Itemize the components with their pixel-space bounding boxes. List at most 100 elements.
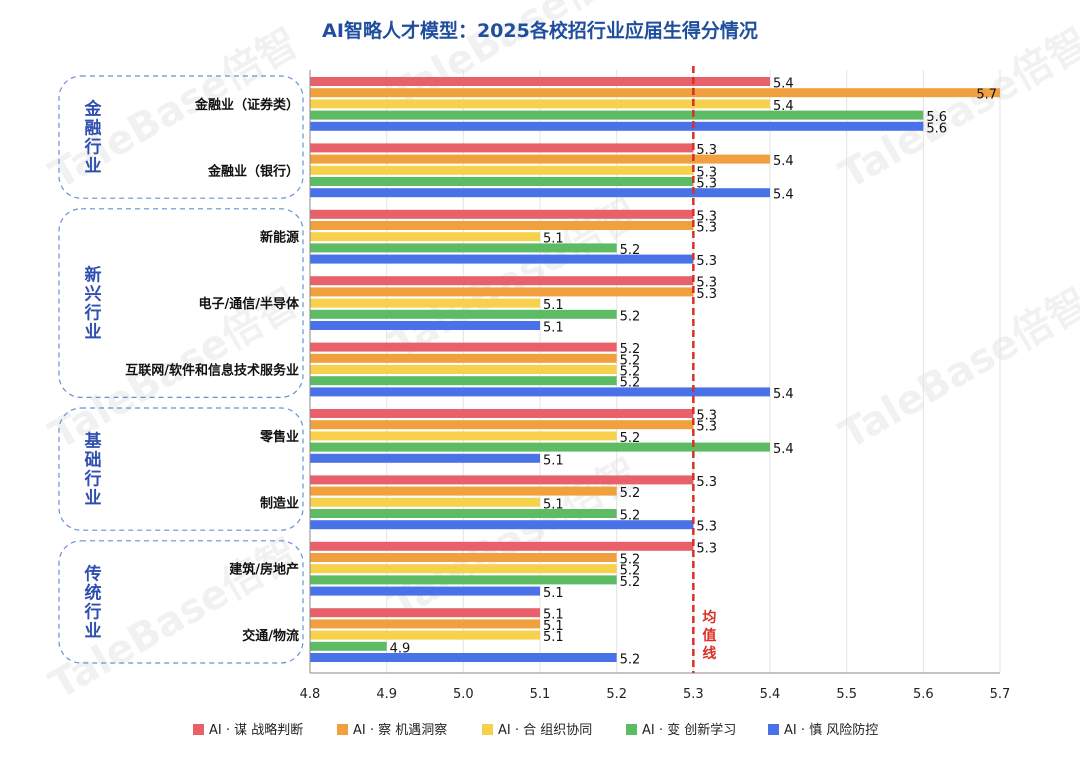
legend-swatch xyxy=(337,724,348,735)
legend-swatch xyxy=(768,724,779,735)
bar xyxy=(310,243,617,253)
x-tick-label: 5.2 xyxy=(606,687,627,702)
legend-label: AI · 合 组织协同 xyxy=(498,723,592,738)
watermark-text: TaleBase倍智 xyxy=(832,20,1080,199)
legend-label: AI · 谋 战略判断 xyxy=(209,722,303,738)
bar xyxy=(310,88,1000,98)
bar xyxy=(310,342,617,352)
category-labels: 金融业（证券类） 金融业（银行） 新能源电子/通信/半导体互联网/软件和信息技术服务… xyxy=(125,97,300,644)
data-label: 5.1 xyxy=(543,619,564,634)
industry-group-label: 金融行业 xyxy=(84,99,103,177)
data-label: 5.2 xyxy=(620,509,641,524)
x-tick-label: 5.5 xyxy=(836,687,857,702)
data-label: 5.2 xyxy=(620,376,641,391)
data-label: 5.4 xyxy=(773,387,794,402)
legend-item[interactable]: AI · 慎 风险防控 xyxy=(768,722,878,738)
data-label: 4.9 xyxy=(390,641,411,656)
data-label: 5.1 xyxy=(543,321,564,336)
category-label: 金融业（证券类） xyxy=(194,97,299,113)
bar xyxy=(310,486,617,496)
bar xyxy=(310,121,924,131)
bar xyxy=(310,287,694,297)
data-label: 5.7 xyxy=(976,88,997,103)
industry-group-box xyxy=(58,407,304,531)
mean-line-label: 均值线 xyxy=(702,609,716,662)
bar xyxy=(310,232,540,242)
data-label: 5.3 xyxy=(696,165,717,180)
data-label: 5.1 xyxy=(543,232,564,247)
bar xyxy=(310,586,540,596)
industry-group-box xyxy=(58,75,304,199)
data-label: 5.1 xyxy=(543,453,564,468)
data-label: 5.3 xyxy=(696,221,717,236)
x-axis: 4.8 4.9 5.0 5.1 5.2 5.3 5.4 5.5 5.6 5.7 xyxy=(300,70,1010,702)
data-labels: 5.45.75.45.65.65.35.45.35.35.45.35.35.15… xyxy=(390,77,997,668)
bar xyxy=(310,553,617,562)
bar xyxy=(310,209,694,219)
bar xyxy=(310,276,694,286)
data-label: 5.3 xyxy=(696,541,717,556)
data-label: 5.2 xyxy=(620,243,641,258)
bar xyxy=(310,564,617,574)
watermark-text: TaleBase倍智 xyxy=(832,280,1080,459)
data-label: 5.4 xyxy=(773,77,794,92)
bar xyxy=(310,453,540,463)
bar xyxy=(310,420,694,430)
data-label: 5.3 xyxy=(696,276,717,291)
bar xyxy=(310,143,694,153)
data-label: 5.3 xyxy=(696,409,717,424)
legend-label: AI · 察 机遇洞察 xyxy=(353,723,447,738)
legend-item[interactable]: AI · 谋 战略判断 xyxy=(193,722,303,738)
bar xyxy=(310,353,617,363)
bar xyxy=(310,177,694,186)
data-label: 5.2 xyxy=(620,575,641,590)
bar xyxy=(310,110,924,120)
data-label: 5.6 xyxy=(926,110,947,125)
bar xyxy=(310,188,770,198)
data-label: 5.2 xyxy=(620,309,641,324)
x-tick-label: 5.1 xyxy=(530,687,551,702)
bar xyxy=(310,77,770,86)
industry-group-box xyxy=(58,540,304,664)
bar xyxy=(310,165,694,175)
bar xyxy=(310,475,694,485)
bar xyxy=(310,630,540,640)
data-label: 5.4 xyxy=(773,99,794,114)
data-label: 5.2 xyxy=(620,365,641,380)
data-label: 5.2 xyxy=(620,342,641,357)
bar xyxy=(310,520,694,530)
legend[interactable]: AI · 谋 战略判断 AI · 察 机遇洞察 AI · 合 组织协同 AI · 变 … xyxy=(193,722,878,738)
data-label: 5.2 xyxy=(620,553,641,568)
data-label: 5.1 xyxy=(543,586,564,601)
category-label: 金融业（银行） xyxy=(207,163,299,179)
data-label: 5.4 xyxy=(773,188,794,203)
data-label: 5.4 xyxy=(773,442,794,457)
data-label: 5.3 xyxy=(696,420,717,435)
x-tick-label: 5.3 xyxy=(683,687,704,702)
data-label: 5.2 xyxy=(620,653,641,668)
industry-group-label: 传统行业 xyxy=(84,563,102,641)
bar xyxy=(310,154,770,164)
data-label: 5.3 xyxy=(696,143,717,158)
bar xyxy=(310,309,617,319)
industry-group-label: 基础行业 xyxy=(84,431,103,509)
category-label: 新能源 xyxy=(260,230,299,246)
legend-label: AI · 慎 风险防控 xyxy=(784,722,878,738)
bar xyxy=(310,409,694,418)
x-tick-label: 5.0 xyxy=(453,687,474,702)
bar xyxy=(310,431,617,441)
bar xyxy=(310,387,770,397)
industry-group-label: 新兴行业 xyxy=(84,265,102,343)
data-label: 5.1 xyxy=(543,608,564,623)
category-label: 交通/物流 xyxy=(242,628,299,644)
data-label: 5.1 xyxy=(543,298,564,313)
legend-item[interactable]: AI · 察 机遇洞察 xyxy=(337,723,447,738)
category-label: 制造业 xyxy=(260,495,299,511)
x-tick-label: 4.8 xyxy=(300,687,321,702)
legend-item[interactable]: AI · 变 创新学习 xyxy=(626,722,736,738)
legend-item[interactable]: AI · 合 组织协同 xyxy=(482,723,592,738)
bar xyxy=(310,509,617,518)
data-label: 5.6 xyxy=(926,121,947,136)
bar xyxy=(310,442,770,452)
